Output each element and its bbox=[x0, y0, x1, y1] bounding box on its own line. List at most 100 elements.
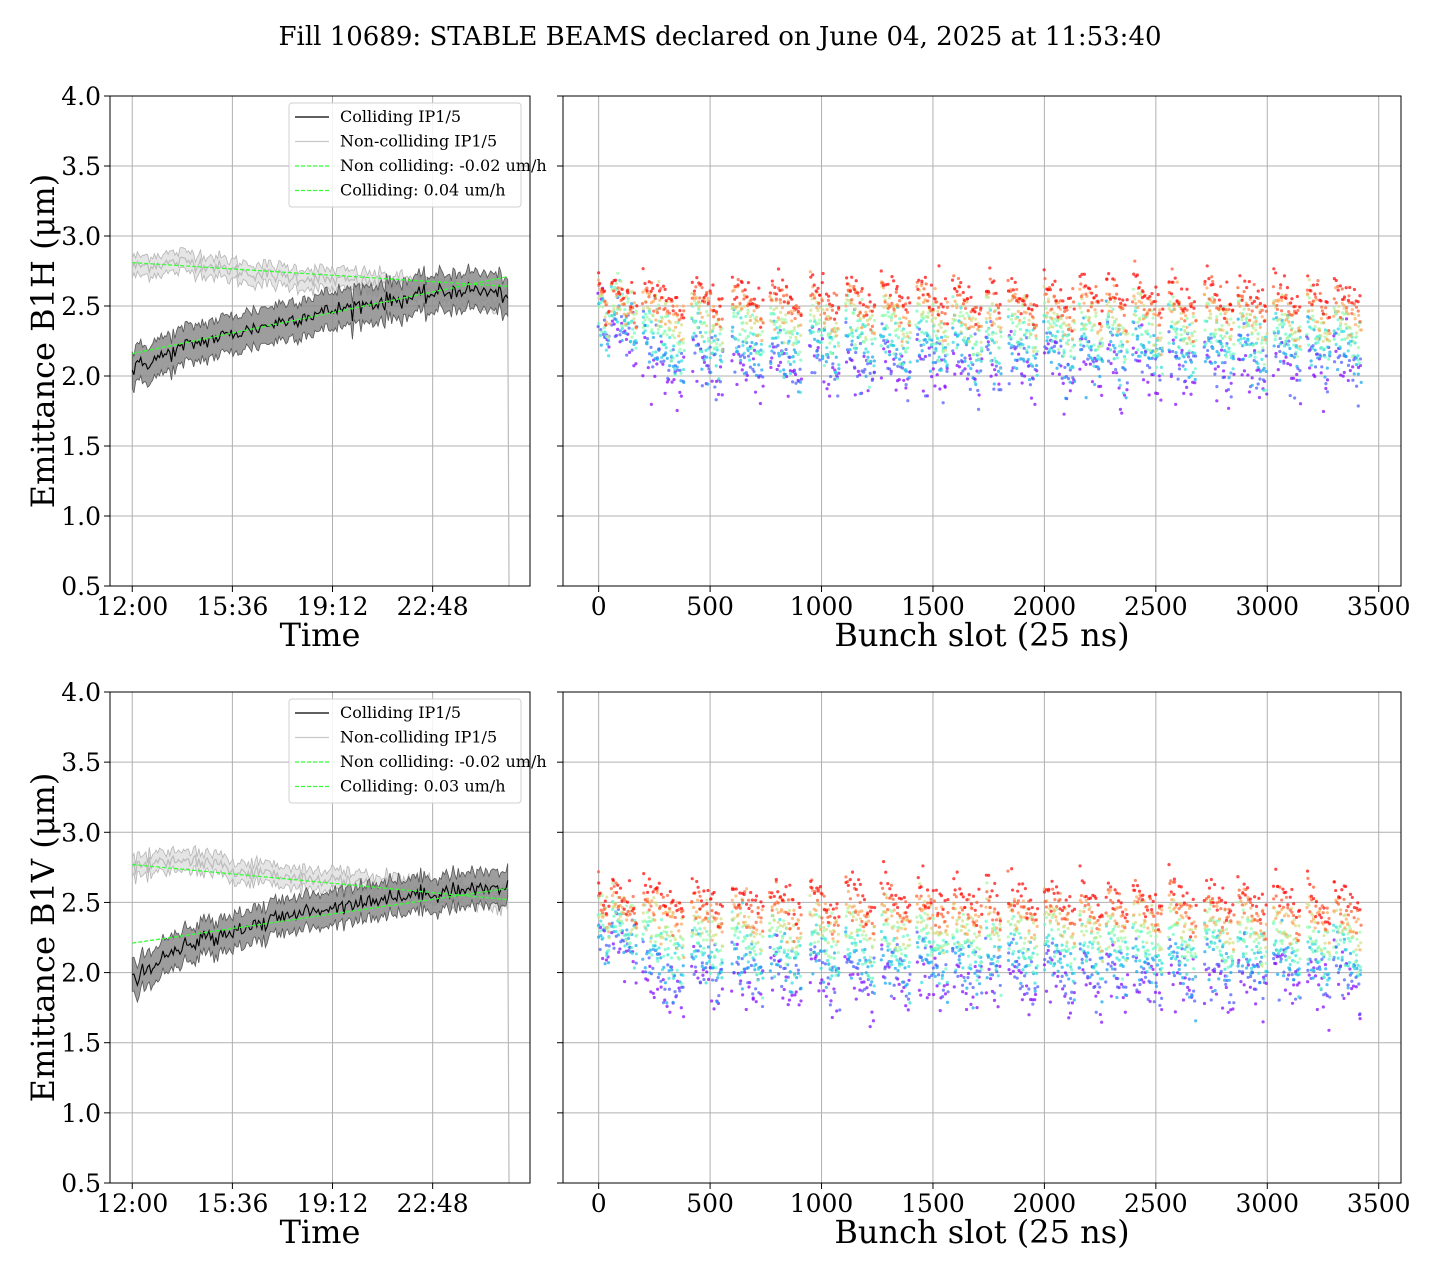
bunch-point bbox=[761, 350, 765, 354]
bunch-train bbox=[808, 327, 840, 398]
bunch-point bbox=[1191, 344, 1196, 348]
bunch-point bbox=[1116, 977, 1120, 981]
bunch-point bbox=[1153, 990, 1158, 994]
top-right-xtick-label: 2500 bbox=[1124, 592, 1188, 621]
bunch-point bbox=[1319, 334, 1323, 338]
bunch-point bbox=[1282, 274, 1287, 278]
bunch-point bbox=[627, 326, 631, 330]
bunch-point bbox=[783, 966, 787, 970]
bunch-point bbox=[1109, 331, 1113, 335]
bunch-point bbox=[610, 319, 615, 323]
bunch-point bbox=[928, 337, 932, 342]
bunch-point bbox=[1019, 312, 1023, 316]
bunch-point bbox=[1073, 379, 1077, 384]
top-left-ytick-label: 1.0 bbox=[61, 502, 101, 531]
bunch-point bbox=[933, 287, 937, 291]
bunch-point bbox=[1346, 298, 1350, 302]
bunch-train bbox=[596, 906, 611, 957]
bunch-point bbox=[1256, 289, 1260, 293]
bunch-point bbox=[988, 313, 992, 317]
bunch-point bbox=[843, 301, 848, 306]
bunch-point bbox=[1054, 984, 1058, 988]
bunch-point bbox=[883, 981, 887, 985]
bunch-point bbox=[620, 929, 625, 933]
bunch-point bbox=[1015, 287, 1019, 292]
bunch-point bbox=[738, 301, 742, 305]
bunch-point bbox=[1109, 937, 1113, 941]
bunch-point bbox=[1175, 951, 1179, 955]
bunch-point bbox=[1062, 412, 1066, 416]
bunch-point bbox=[1114, 317, 1119, 321]
bunch-point bbox=[1176, 377, 1180, 381]
bunch-point bbox=[661, 353, 666, 358]
bunch-point bbox=[1109, 964, 1113, 968]
bunch-point bbox=[1060, 965, 1064, 969]
bunch-point bbox=[782, 341, 786, 345]
bunch-point bbox=[624, 322, 628, 326]
bunch-point bbox=[691, 335, 695, 339]
bunch-point bbox=[1026, 357, 1030, 362]
bunch-point bbox=[819, 966, 823, 970]
bottom-left-xtick-label: 19:12 bbox=[296, 1189, 368, 1218]
bunch-point bbox=[741, 320, 745, 325]
bunch-point bbox=[872, 956, 876, 960]
bunch-point bbox=[1350, 987, 1354, 991]
bunch-point bbox=[737, 956, 741, 961]
bunch-point bbox=[641, 315, 645, 319]
bunch-point bbox=[730, 306, 734, 311]
bunch-point bbox=[634, 311, 639, 316]
bunch-point bbox=[665, 356, 669, 360]
legend-label: Colliding: 0.03 um/h bbox=[340, 777, 506, 796]
bunch-point bbox=[601, 956, 605, 961]
bunch-point bbox=[1252, 321, 1256, 325]
bunch-point bbox=[1344, 317, 1349, 321]
bunch-point bbox=[974, 382, 978, 387]
bunch-point bbox=[754, 987, 758, 991]
bunch-point bbox=[1298, 402, 1303, 406]
bunch-point bbox=[1027, 1013, 1031, 1017]
bunch-point bbox=[1151, 354, 1156, 358]
bunch-train bbox=[809, 271, 841, 321]
bunch-point bbox=[1141, 344, 1145, 348]
bunch-point bbox=[854, 279, 858, 283]
bunch-point bbox=[1171, 970, 1176, 975]
bunch-point bbox=[630, 951, 634, 955]
bunch-train bbox=[1168, 937, 1197, 1003]
bunch-point bbox=[813, 296, 817, 300]
bunch-point bbox=[1167, 280, 1171, 284]
bunch-point bbox=[1138, 354, 1142, 358]
bunch-train bbox=[1106, 343, 1129, 415]
bunch-point bbox=[1210, 346, 1215, 350]
bunch-point bbox=[782, 294, 786, 298]
bunch-point bbox=[664, 351, 668, 355]
bunch-point bbox=[1211, 279, 1215, 284]
bunch-point bbox=[1125, 348, 1129, 352]
bunch-point bbox=[710, 336, 714, 340]
bunch-point bbox=[1205, 264, 1209, 268]
bunch-point bbox=[907, 323, 912, 328]
bunch-point bbox=[849, 976, 854, 980]
bunch-point bbox=[1203, 282, 1207, 286]
bunch-point bbox=[1025, 964, 1029, 968]
bunch-point bbox=[1340, 338, 1344, 342]
bunch-point bbox=[646, 923, 650, 927]
bunch-point bbox=[1356, 300, 1360, 304]
bunch-point bbox=[985, 976, 989, 980]
bunch-point bbox=[1084, 362, 1088, 366]
bunch-point bbox=[884, 293, 888, 297]
bunch-point bbox=[1105, 968, 1109, 972]
top-left-ytick-label: 1.5 bbox=[61, 432, 101, 461]
bunch-point bbox=[1084, 315, 1088, 319]
bunch-point bbox=[999, 372, 1003, 376]
bunch-point bbox=[1246, 373, 1250, 377]
bunch-point bbox=[825, 387, 829, 391]
bunch-point bbox=[1078, 942, 1082, 946]
bunch-point bbox=[709, 341, 713, 345]
bunch-point bbox=[1322, 347, 1326, 351]
bunch-point bbox=[1284, 352, 1288, 356]
bunch-point bbox=[916, 301, 920, 306]
bunch-point bbox=[1288, 346, 1292, 351]
bunch-point bbox=[656, 303, 661, 307]
bunch-point bbox=[679, 379, 683, 383]
bunch-point bbox=[811, 273, 815, 277]
